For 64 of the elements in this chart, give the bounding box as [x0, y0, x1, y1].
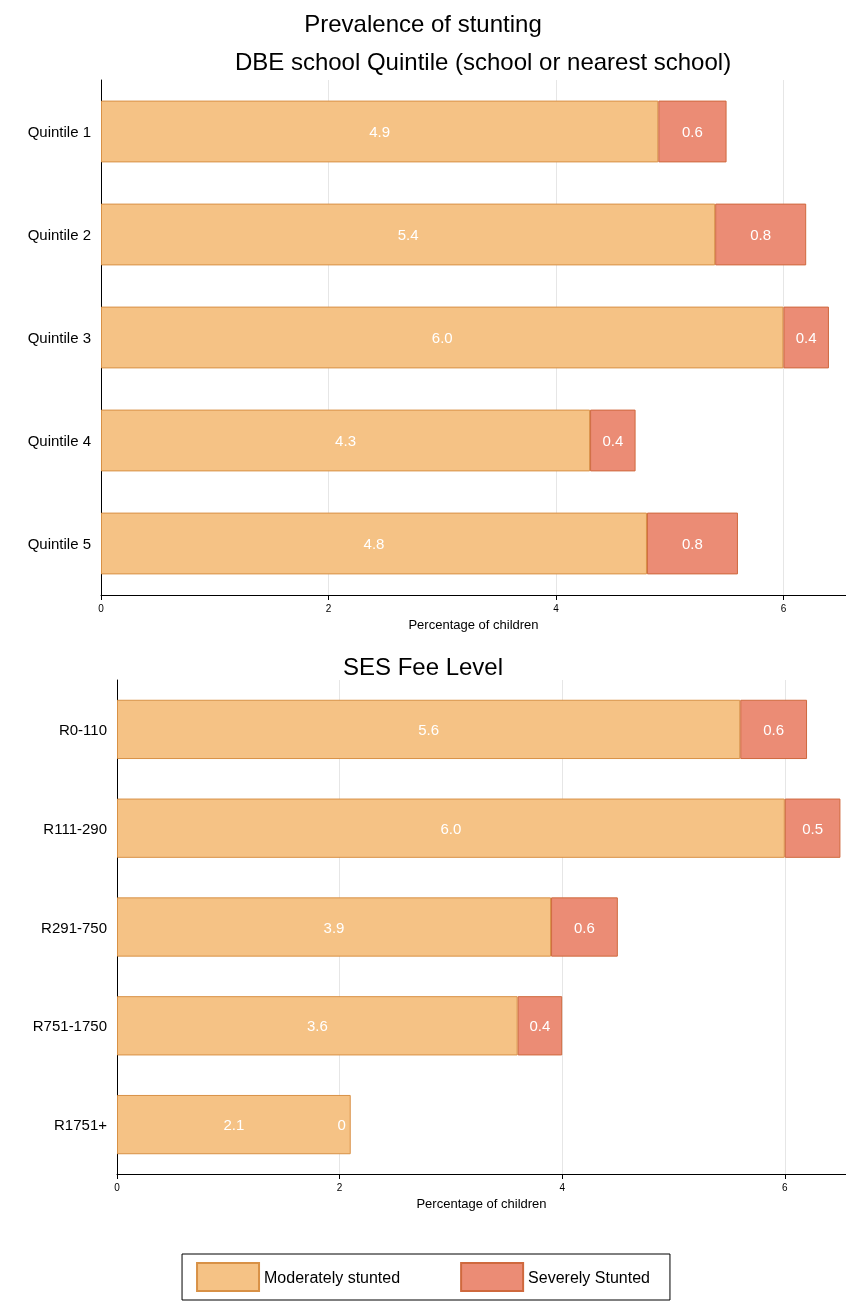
y-tick-label: Quintile 3 [27, 329, 91, 346]
bar [715, 203, 807, 266]
bar [517, 996, 563, 1056]
y-tick-label: R111-290 [43, 819, 107, 837]
bar [101, 512, 647, 575]
data-label: 0.4 [602, 432, 624, 449]
y-tick-label: Quintile 4 [27, 432, 91, 449]
data-label: 0.6 [682, 123, 703, 140]
data-label: 0.4 [529, 1017, 551, 1035]
bar [117, 798, 785, 858]
x-tick-label: 0 [114, 1181, 121, 1193]
data-label: 2.1 [223, 1116, 245, 1134]
y-tick-label: R751-1750 [32, 1017, 107, 1035]
bar [117, 1094, 351, 1155]
data-label: 5.6 [418, 720, 440, 738]
chart-subtitle: DBE school Quintile (school or nearest school) [234, 47, 732, 75]
bar [658, 100, 727, 163]
y-tick-label: Quintile 2 [27, 226, 91, 243]
x-tick-label: 4 [553, 602, 560, 614]
x-tick-label: 2 [325, 602, 332, 614]
bar [551, 897, 618, 957]
bar [101, 203, 716, 266]
data-label: 3.6 [306, 1017, 328, 1035]
bar [590, 409, 636, 472]
bar [117, 897, 552, 957]
bar [117, 996, 518, 1056]
y-tick-label: Quintile 1 [27, 123, 91, 140]
data-label: 0.8 [750, 226, 772, 243]
bar [101, 409, 591, 472]
data-label: 3.9 [323, 918, 345, 936]
data-label: 0 [337, 1116, 346, 1134]
x-tick-label: 6 [780, 602, 787, 614]
y-tick-label: R291-750 [41, 918, 107, 936]
legend-label: Severely Stunted [528, 1268, 650, 1286]
data-label: 0.6 [763, 720, 785, 738]
y-tick-label: Quintile 5 [27, 535, 91, 552]
chart-title: SES Fee Level [342, 652, 504, 680]
data-label: 0.5 [802, 819, 824, 837]
data-label: 4.8 [363, 535, 385, 552]
data-label: 0.6 [574, 918, 595, 936]
legend-label: Moderately stunted [264, 1268, 401, 1286]
x-tick-label: 4 [559, 1181, 566, 1193]
data-label: 4.3 [335, 432, 356, 449]
y-tick-label: R1751+ [54, 1116, 108, 1134]
data-label: 6.0 [440, 819, 462, 837]
bar [117, 699, 741, 760]
x-tick-label: 0 [98, 602, 105, 614]
y-tick-label: R0-110 [58, 720, 107, 738]
bar [783, 306, 829, 369]
data-label: 0.4 [795, 329, 817, 346]
bar [740, 699, 808, 760]
data-label: 6.0 [431, 329, 453, 346]
bar [784, 798, 841, 858]
bar [101, 306, 784, 369]
bar [646, 512, 738, 575]
x-tick-label: 6 [782, 1181, 789, 1193]
x-tick-label: 2 [336, 1181, 343, 1193]
bar [101, 100, 659, 163]
data-label: 5.4 [397, 226, 419, 243]
x-axis-title: Percentage of children [416, 1195, 547, 1211]
chart-title: Prevalence of stunting [304, 9, 542, 37]
x-axis-title: Percentage of children [408, 616, 539, 632]
data-label: 0.8 [682, 535, 703, 552]
data-label: 4.9 [369, 123, 391, 140]
